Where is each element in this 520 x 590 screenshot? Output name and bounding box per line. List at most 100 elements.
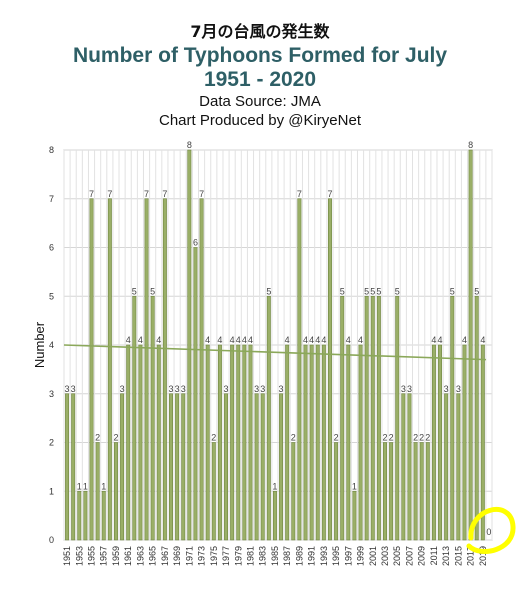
bar <box>376 295 381 541</box>
data-label: 8 <box>187 140 192 150</box>
chart-credit: Chart Produced by @KiryeNet <box>159 112 361 129</box>
bar <box>346 344 351 541</box>
bar <box>334 442 339 541</box>
bar <box>358 344 363 541</box>
bar <box>266 295 271 541</box>
data-label: 3 <box>279 384 284 394</box>
x-tick-label: 1955 <box>87 546 97 566</box>
data-label: 4 <box>236 335 241 345</box>
data-label: 4 <box>321 335 326 345</box>
data-label: 5 <box>132 286 137 296</box>
x-tick-label: 1953 <box>74 546 84 566</box>
data-label: 5 <box>266 286 271 296</box>
bar <box>407 393 412 541</box>
bar <box>315 344 320 541</box>
chart-years: 1951 - 2020 <box>203 68 317 91</box>
data-label: 4 <box>480 335 485 345</box>
x-tick-label: 2019 <box>478 546 488 566</box>
bar <box>254 393 259 541</box>
bar <box>352 490 357 541</box>
x-tick-label: 2009 <box>417 546 427 566</box>
data-label: 3 <box>456 384 461 394</box>
x-tick-label: 1957 <box>99 546 109 566</box>
bar <box>132 295 137 541</box>
y-tick-label: 8 <box>49 145 54 155</box>
data-label: 3 <box>175 384 180 394</box>
bar <box>181 393 186 541</box>
x-tick-label: 1993 <box>319 546 329 566</box>
x-tick-label: 2003 <box>380 546 390 566</box>
data-label: 7 <box>297 189 302 199</box>
bar <box>126 344 131 541</box>
data-label: 4 <box>462 335 467 345</box>
data-label: 5 <box>450 286 455 296</box>
x-tick-label: 1959 <box>111 546 121 566</box>
y-tick-label: 0 <box>49 535 54 545</box>
bar <box>272 490 277 541</box>
data-label: 7 <box>107 189 112 199</box>
data-label: 4 <box>346 335 351 345</box>
data-label: 3 <box>181 384 186 394</box>
data-label: 4 <box>358 335 363 345</box>
data-label: 3 <box>444 384 449 394</box>
data-label: 4 <box>156 335 161 345</box>
bar <box>260 393 265 541</box>
data-label: 1 <box>272 481 277 491</box>
x-tick-label: 1977 <box>221 546 231 566</box>
data-label: 5 <box>395 286 400 296</box>
x-tick-label: 1995 <box>331 546 341 566</box>
data-label: 4 <box>205 335 210 345</box>
bar <box>413 442 418 541</box>
y-tick-label: 1 <box>49 486 54 496</box>
data-label: 1 <box>352 481 357 491</box>
y-tick-label: 5 <box>49 291 54 301</box>
y-tick-label: 3 <box>49 389 54 399</box>
bar <box>303 344 308 541</box>
bar <box>474 295 479 541</box>
x-tick-label: 2001 <box>368 546 378 566</box>
data-label: 6 <box>193 238 198 248</box>
data-label: 4 <box>309 335 314 345</box>
chart-title-jp: 7月の台風の発生数 <box>190 22 330 41</box>
bar <box>199 198 204 541</box>
bar <box>205 344 210 541</box>
bar <box>431 344 436 541</box>
x-tick-label: 1975 <box>209 546 219 566</box>
bar <box>150 295 155 541</box>
data-label: 4 <box>438 335 443 345</box>
x-tick-label: 1973 <box>197 546 207 566</box>
x-tick-label: 2011 <box>429 546 439 565</box>
chart-titles: 7月の台風の発生数 Number of Typhoons Formed for … <box>0 22 520 130</box>
y-tick-label: 6 <box>49 243 54 253</box>
data-label: 7 <box>144 189 149 199</box>
x-tick-label: 1983 <box>258 546 268 566</box>
data-label: 4 <box>303 335 308 345</box>
bar <box>83 490 88 541</box>
x-tick-label: 1997 <box>343 546 353 566</box>
data-label: 3 <box>65 384 70 394</box>
data-label: 0 <box>486 527 491 537</box>
data-label: 7 <box>89 189 94 199</box>
data-label: 2 <box>413 433 418 443</box>
bar <box>89 198 94 541</box>
bar <box>297 198 302 541</box>
bar <box>211 442 216 541</box>
bar <box>291 442 296 541</box>
data-label: 4 <box>126 335 131 345</box>
y-tick-label: 2 <box>49 438 54 448</box>
bar <box>224 393 229 541</box>
x-tick-label: 1963 <box>135 546 145 566</box>
data-label: 3 <box>71 384 76 394</box>
data-label: 2 <box>113 433 118 443</box>
data-label: 3 <box>168 384 173 394</box>
bar <box>175 393 180 541</box>
x-tick-label: 1991 <box>307 546 317 566</box>
x-tick-label: 1979 <box>233 546 243 566</box>
data-label: 5 <box>150 286 155 296</box>
data-label: 4 <box>230 335 235 345</box>
trend-line <box>63 344 487 361</box>
x-tick-label: 1985 <box>270 546 280 566</box>
y-axis-label: Number <box>32 321 47 368</box>
